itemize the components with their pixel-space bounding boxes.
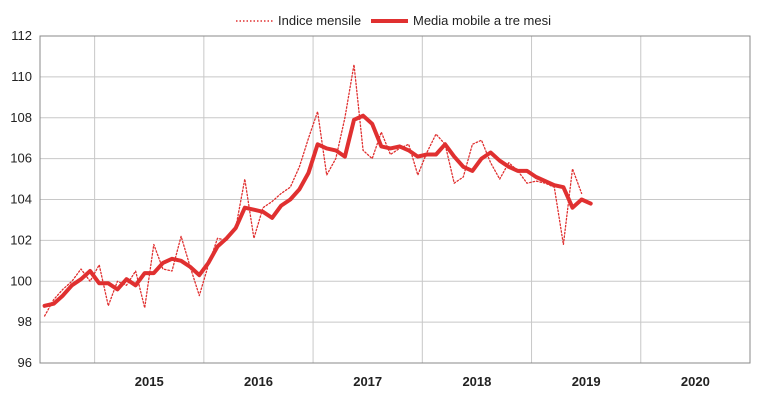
x-tick-label: 2016 — [244, 374, 273, 389]
x-axis: 2015 2016 2017 2018 2019 2020 — [135, 374, 710, 389]
legend-label-media-mobile: Media mobile a tre mesi — [413, 13, 551, 28]
y-tick-label: 96 — [18, 355, 32, 370]
legend: Indice mensile Media mobile a tre mesi — [236, 13, 551, 28]
series-line-indice-mensile — [43, 63, 583, 317]
y-tick-label: 100 — [10, 273, 32, 288]
grid — [40, 35, 750, 364]
legend-label-indice-mensile: Indice mensile — [278, 13, 361, 28]
y-tick-label: 104 — [10, 192, 32, 207]
x-tick-label: 2015 — [135, 374, 164, 389]
series-group — [42, 63, 593, 317]
x-tick-label: 2017 — [353, 374, 382, 389]
x-tick-label: 2020 — [681, 374, 710, 389]
y-tick-label: 112 — [11, 28, 32, 43]
x-tick-label: 2018 — [462, 374, 491, 389]
y-tick-label: 108 — [10, 110, 32, 125]
y-tick-label: 102 — [10, 232, 32, 247]
series-line-media-mobile-a-tre-mesi — [42, 113, 593, 308]
y-tick-label: 106 — [10, 151, 32, 166]
y-tick-label: 110 — [11, 69, 32, 84]
x-tick-label: 2019 — [572, 374, 601, 389]
plot-area-border — [39, 35, 751, 364]
y-axis: 96 98 100 102 104 106 108 110 112 — [10, 28, 32, 370]
y-tick-label: 98 — [18, 314, 32, 329]
